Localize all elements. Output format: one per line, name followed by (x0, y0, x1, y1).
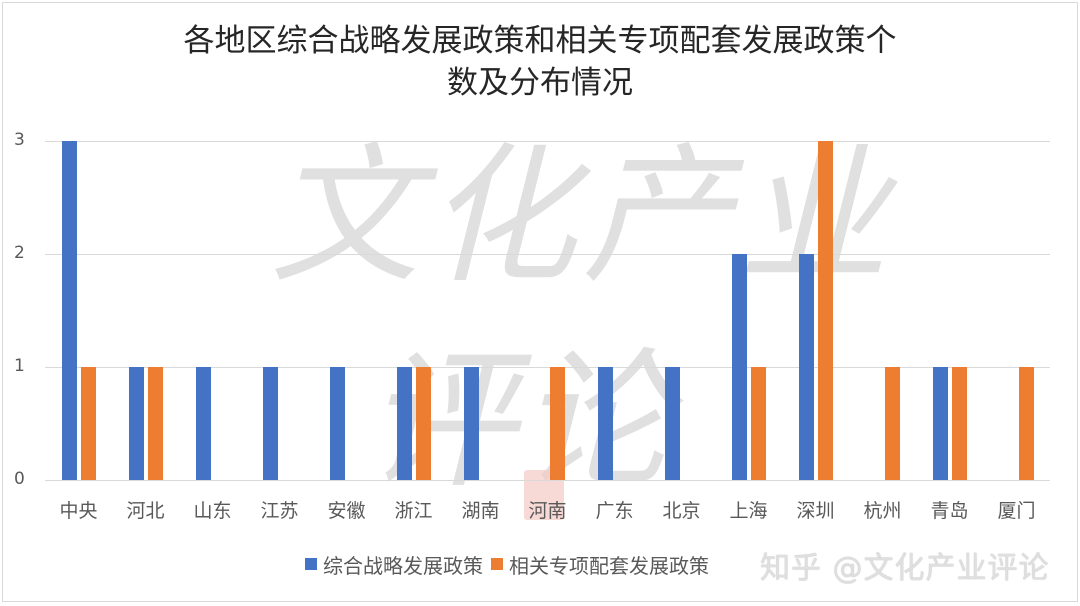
bar-supporting-7 (549, 367, 565, 480)
gridline-2 (45, 254, 1050, 255)
x-tick-label: 河南 (528, 500, 567, 522)
gridline-0 (45, 480, 1050, 481)
x-tick-label: 山东 (193, 500, 232, 522)
bar-strategic-9 (664, 367, 680, 480)
chart-title-line-1: 各地区综合战略发展政策和相关专项配套发展政策个 (183, 23, 897, 59)
y-tick-label: 3 (14, 130, 25, 150)
bar-supporting-10 (750, 367, 766, 480)
y-tick-label: 1 (14, 356, 25, 376)
bar-strategic-6 (463, 367, 479, 480)
x-tick-label: 厦门 (997, 500, 1036, 522)
legend-swatch-blue (305, 558, 317, 570)
plot-area (45, 141, 1050, 481)
legend-swatch-orange (491, 558, 503, 570)
bar-supporting-12 (884, 367, 900, 480)
x-tick-label: 中央 (59, 500, 98, 522)
x-tick-label: 河北 (126, 500, 165, 522)
bar-supporting-13 (951, 367, 967, 480)
x-tick-label: 上海 (729, 500, 768, 522)
x-tick-label: 深圳 (796, 500, 835, 522)
y-tick-label: 2 (14, 243, 25, 263)
bar-supporting-1 (147, 367, 163, 480)
bar-supporting-5 (415, 367, 431, 480)
bar-strategic-1 (128, 367, 144, 480)
bar-strategic-11 (798, 254, 814, 480)
gridline-3 (45, 141, 1050, 142)
bar-supporting-14 (1018, 367, 1034, 480)
bar-strategic-5 (396, 367, 412, 480)
y-tick-label: 0 (14, 469, 25, 489)
legend-item-series-2: 相关专项配套发展政策 (491, 550, 709, 579)
x-tick-label: 杭州 (863, 500, 902, 522)
x-tick-label: 湖南 (461, 500, 500, 522)
legend: 综合战略发展政策 相关专项配套发展政策 (305, 550, 717, 579)
bar-strategic-0 (61, 141, 77, 480)
source-watermark: 知乎 @文化产业评论 (760, 551, 1050, 586)
gridline-1 (45, 367, 1050, 368)
bar-strategic-3 (262, 367, 278, 480)
x-tick-label: 青岛 (930, 500, 969, 522)
bar-strategic-13 (932, 367, 948, 480)
legend-item-series-1: 综合战略发展政策 (305, 550, 483, 579)
bar-strategic-4 (329, 367, 345, 480)
bar-strategic-8 (597, 367, 613, 480)
bar-supporting-11 (817, 141, 833, 480)
legend-label-series-2: 相关专项配套发展政策 (509, 553, 709, 578)
x-tick-label: 广东 (595, 500, 634, 522)
x-tick-label: 浙江 (394, 500, 433, 522)
x-tick-label: 安徽 (327, 500, 366, 522)
legend-label-series-1: 综合战略发展政策 (323, 553, 483, 578)
bar-strategic-2 (195, 367, 211, 480)
x-tick-label: 北京 (662, 500, 701, 522)
chart-title-line-2: 数及分布情况 (447, 65, 633, 101)
bar-strategic-10 (731, 254, 747, 480)
chart-title: 各地区综合战略发展政策和相关专项配套发展政策个 数及分布情况 (0, 20, 1080, 104)
x-tick-label: 江苏 (260, 500, 299, 522)
bar-supporting-0 (80, 367, 96, 480)
x-axis: 中央 河北 山东 江苏 安徽 浙江 湖南 河南 广东 北京 上海 深圳 杭州 青岛 厦门 (45, 496, 1050, 526)
